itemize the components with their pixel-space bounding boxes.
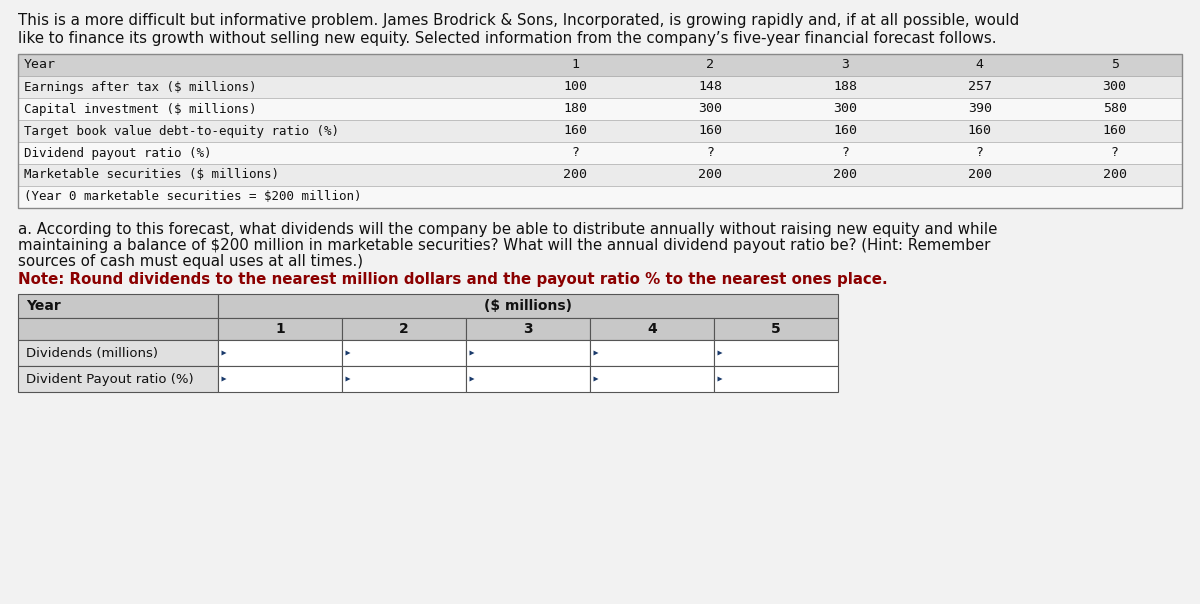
Text: 200: 200 — [1103, 169, 1127, 181]
Text: 3: 3 — [523, 322, 533, 336]
Text: ?: ? — [1111, 147, 1118, 159]
Bar — [18, 54, 1182, 208]
Text: 4: 4 — [647, 322, 656, 336]
Bar — [18, 186, 1182, 208]
Polygon shape — [594, 376, 599, 382]
Text: 3: 3 — [841, 59, 850, 71]
Text: 1: 1 — [275, 322, 284, 336]
Bar — [714, 340, 838, 366]
Text: 4: 4 — [976, 59, 984, 71]
Bar — [466, 318, 590, 340]
Text: 2: 2 — [706, 59, 714, 71]
Bar — [466, 340, 590, 366]
Bar — [342, 366, 466, 392]
Text: ?: ? — [706, 147, 714, 159]
Polygon shape — [222, 376, 227, 382]
Text: 5: 5 — [1111, 59, 1118, 71]
Polygon shape — [222, 350, 227, 356]
Polygon shape — [718, 350, 722, 356]
Text: 148: 148 — [698, 80, 722, 94]
Bar — [18, 76, 1182, 98]
Bar — [218, 294, 838, 318]
Text: 160: 160 — [833, 124, 857, 138]
Text: 300: 300 — [1103, 80, 1127, 94]
Text: Dividends (millions): Dividends (millions) — [26, 347, 158, 359]
Text: 160: 160 — [564, 124, 588, 138]
Polygon shape — [469, 376, 474, 382]
Text: 580: 580 — [1103, 103, 1127, 115]
Bar — [714, 366, 838, 392]
Text: Marketable securities ($ millions): Marketable securities ($ millions) — [24, 169, 278, 181]
Text: 100: 100 — [564, 80, 588, 94]
Text: 257: 257 — [968, 80, 992, 94]
Text: This is a more difficult but informative problem. James Brodrick & Sons, Incorpo: This is a more difficult but informative… — [18, 13, 1019, 28]
Text: Note: Round dividends to the nearest million dollars and the payout ratio % to t: Note: Round dividends to the nearest mil… — [18, 272, 888, 287]
Text: 390: 390 — [968, 103, 992, 115]
Bar — [18, 142, 1182, 164]
Text: Year: Year — [26, 299, 61, 313]
Text: Target book value debt-to-equity ratio (%): Target book value debt-to-equity ratio (… — [24, 124, 340, 138]
Polygon shape — [594, 350, 599, 356]
Bar — [590, 318, 714, 340]
Bar — [18, 54, 1182, 76]
Bar — [218, 366, 342, 392]
Text: 300: 300 — [833, 103, 857, 115]
Bar — [18, 120, 1182, 142]
Bar — [18, 164, 1182, 186]
Polygon shape — [346, 350, 350, 356]
Text: 300: 300 — [698, 103, 722, 115]
Polygon shape — [718, 376, 722, 382]
Text: sources of cash must equal uses at all times.): sources of cash must equal uses at all t… — [18, 254, 364, 269]
Text: maintaining a balance of $200 million in marketable securities? What will the an: maintaining a balance of $200 million in… — [18, 238, 990, 253]
Bar — [590, 340, 714, 366]
Polygon shape — [346, 376, 350, 382]
Bar — [342, 340, 466, 366]
Text: 200: 200 — [968, 169, 992, 181]
Bar — [18, 366, 218, 392]
Text: 188: 188 — [833, 80, 857, 94]
Text: 180: 180 — [564, 103, 588, 115]
Bar — [466, 366, 590, 392]
Bar — [18, 318, 218, 340]
Bar — [714, 318, 838, 340]
Text: like to finance its growth without selling new equity. Selected information from: like to finance its growth without selli… — [18, 31, 996, 46]
Bar — [218, 340, 342, 366]
Text: ?: ? — [976, 147, 984, 159]
Text: Earnings after tax ($ millions): Earnings after tax ($ millions) — [24, 80, 257, 94]
Text: 160: 160 — [1103, 124, 1127, 138]
Bar — [18, 98, 1182, 120]
Bar — [18, 294, 218, 318]
Text: ($ millions): ($ millions) — [484, 299, 572, 313]
Text: Dividend payout ratio (%): Dividend payout ratio (%) — [24, 147, 211, 159]
Bar — [218, 318, 342, 340]
Text: 5: 5 — [772, 322, 781, 336]
Text: Capital investment ($ millions): Capital investment ($ millions) — [24, 103, 257, 115]
Text: a. According to this forecast, what dividends will the company be able to distri: a. According to this forecast, what divi… — [18, 222, 997, 237]
Bar — [18, 340, 218, 366]
Text: 200: 200 — [833, 169, 857, 181]
Polygon shape — [469, 350, 474, 356]
Text: Year: Year — [24, 59, 56, 71]
Text: (Year 0 marketable securities = $200 million): (Year 0 marketable securities = $200 mil… — [24, 190, 361, 204]
Text: 200: 200 — [564, 169, 588, 181]
Bar — [590, 366, 714, 392]
Text: 160: 160 — [968, 124, 992, 138]
Text: 200: 200 — [698, 169, 722, 181]
Text: 2: 2 — [400, 322, 409, 336]
Bar — [342, 318, 466, 340]
Text: 1: 1 — [571, 59, 580, 71]
Text: 160: 160 — [698, 124, 722, 138]
Text: Divident Payout ratio (%): Divident Payout ratio (%) — [26, 373, 193, 385]
Text: ?: ? — [841, 147, 850, 159]
Text: ?: ? — [571, 147, 580, 159]
